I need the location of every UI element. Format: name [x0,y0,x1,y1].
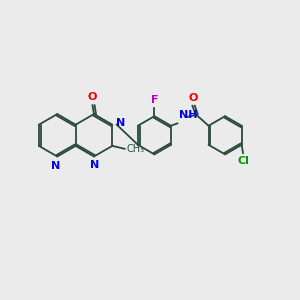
Text: N: N [116,118,125,128]
Text: O: O [88,92,97,102]
Text: F: F [151,95,158,105]
Text: N: N [51,161,60,171]
Text: Cl: Cl [237,156,249,166]
Text: NH: NH [179,110,198,120]
Text: N: N [90,160,100,170]
Text: O: O [189,93,198,103]
Text: CH₃: CH₃ [126,144,144,154]
